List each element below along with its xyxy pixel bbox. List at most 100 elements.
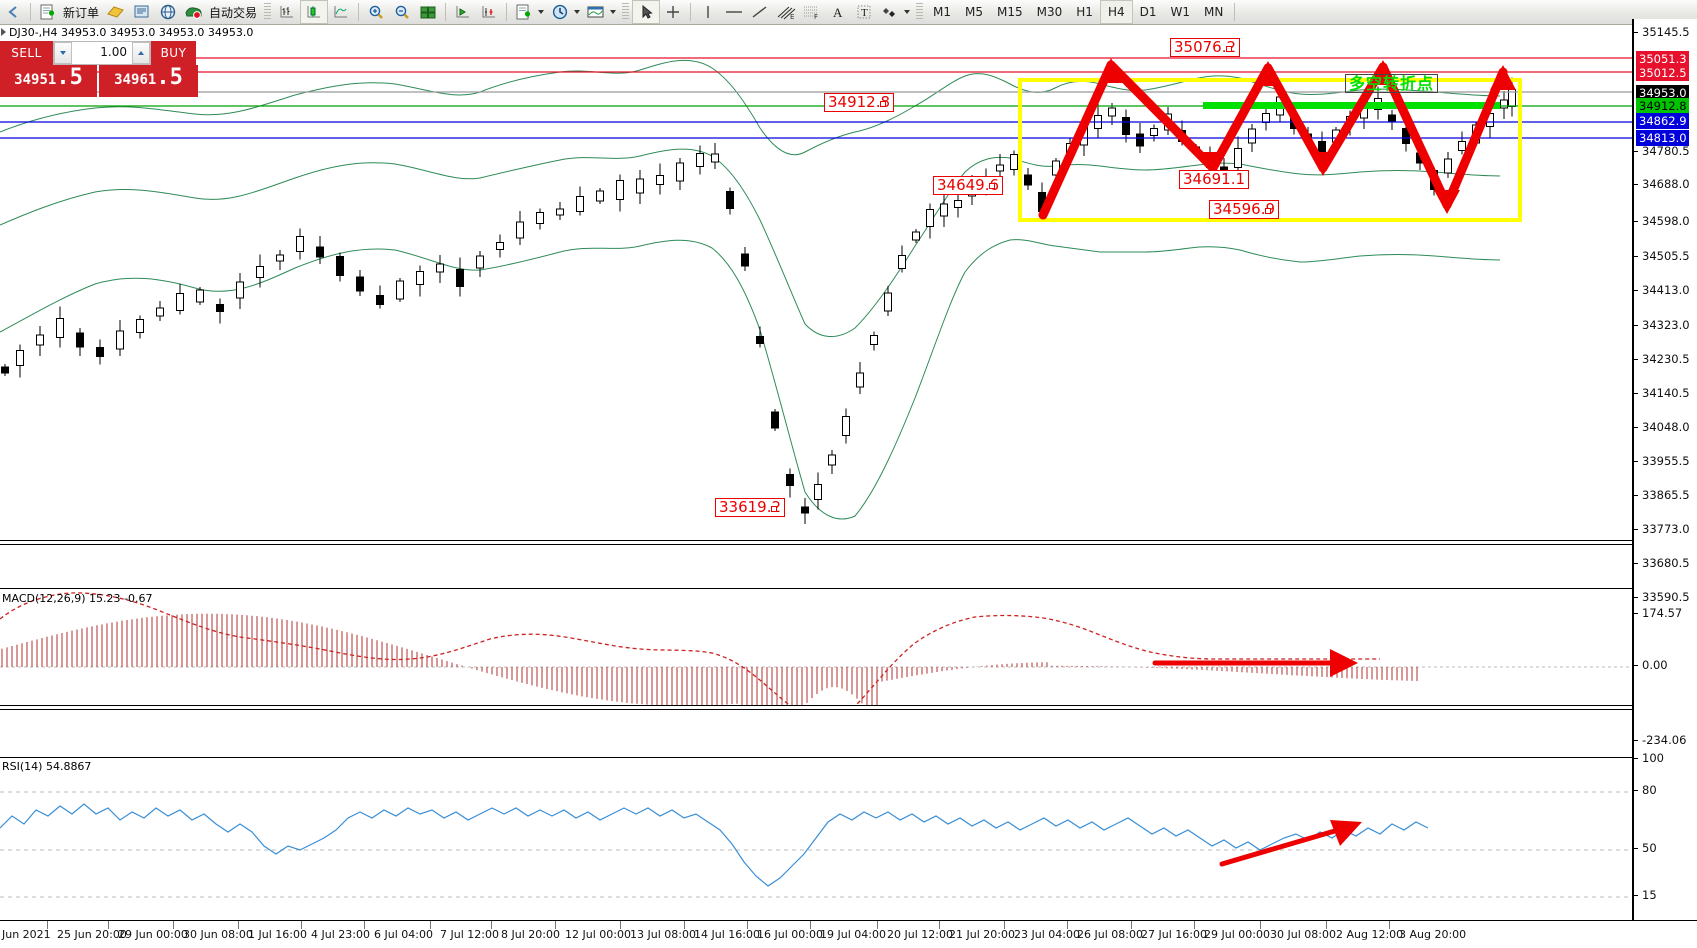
- annotation-33619[interactable]: 33619.2: [715, 498, 786, 517]
- price-tick-label: 33865.5: [1642, 488, 1690, 502]
- annotation-35076[interactable]: 35076.2: [1170, 38, 1241, 57]
- rsi-pane[interactable]: [0, 757, 1632, 922]
- price-tick-label: 34230.5: [1642, 352, 1690, 366]
- timeframe-m1[interactable]: M1: [933, 5, 952, 19]
- time-axis[interactable]: Jun 2021 25 Jun 20:00 29 Jun 00:00 30 Jun 0…: [0, 920, 1697, 948]
- price-level-label-blue[interactable]: 34813.0: [1636, 130, 1689, 146]
- print-icon[interactable]: [129, 1, 155, 23]
- time-axis-label: 2 Aug 12:00: [1336, 928, 1404, 941]
- time-axis-separator: [1004, 921, 1005, 929]
- zoom-in-icon[interactable]: [363, 1, 389, 23]
- price-tick-label: 80: [1642, 783, 1657, 797]
- candlestick-chart-icon[interactable]: [300, 0, 329, 24]
- trend-line-icon[interactable]: [747, 1, 773, 23]
- chevron-down-icon[interactable]: [574, 10, 581, 14]
- timeframe-h4[interactable]: H4: [1099, 0, 1133, 24]
- back-icon[interactable]: [0, 1, 26, 23]
- period-icon[interactable]: [547, 1, 573, 23]
- price-axis[interactable]: 35145.5 34780.5 34688.0 34598.0 34505.5 34413…: [1632, 19, 1697, 920]
- timeframe-m30[interactable]: M30: [1036, 5, 1063, 19]
- toolbar-grip[interactable]: [622, 3, 630, 21]
- time-axis-separator: [1326, 921, 1327, 929]
- rsi-indicator-label: RSI(14) 54.8867: [2, 760, 92, 773]
- text-label-icon[interactable]: T: [851, 1, 877, 23]
- time-axis-label: 14 Jul 16:00: [694, 928, 760, 941]
- sell-button[interactable]: SELL: [0, 41, 53, 65]
- time-axis-label: 7 Jul 12:00: [440, 928, 499, 941]
- chevron-down-icon[interactable]: [610, 10, 617, 14]
- globe-icon[interactable]: [155, 1, 181, 23]
- price-tick-mark: [1634, 790, 1638, 791]
- pane-divider-1[interactable]: [0, 540, 1632, 545]
- price-tick-label: 34505.5: [1642, 249, 1690, 263]
- volume-input[interactable]: 1.00: [100, 45, 127, 59]
- buy-price[interactable]: 34961 .5: [99, 65, 198, 97]
- annotation-34691[interactable]: 34691.1: [1179, 170, 1250, 189]
- annotation-34912[interactable]: 34912.8: [824, 93, 895, 112]
- volume-increase-button[interactable]: [132, 42, 150, 64]
- annotation-turning-point[interactable]: 多空转折点: [1345, 74, 1439, 93]
- tile-windows-icon[interactable]: [415, 1, 441, 23]
- collapse-icon[interactable]: [1, 28, 6, 36]
- volume-stepper[interactable]: 1.00: [53, 41, 151, 65]
- timeframe-d1[interactable]: D1: [1139, 5, 1157, 19]
- annotation-anchor: [989, 183, 995, 189]
- toolbar-grip[interactable]: [916, 3, 924, 21]
- buy-button[interactable]: BUY: [151, 41, 196, 65]
- vertical-line-icon[interactable]: [695, 1, 721, 23]
- timeframe-h1[interactable]: H1: [1076, 5, 1093, 19]
- time-axis-label: 23 Jul 04:00: [1014, 928, 1080, 941]
- price-level-label-red[interactable]: 35051.3: [1636, 51, 1689, 67]
- main-chart-pane[interactable]: [0, 40, 1632, 541]
- price-level-label-green[interactable]: 34912.8: [1636, 98, 1689, 114]
- new-order-label[interactable]: 新订单: [63, 5, 100, 20]
- annotation-34649[interactable]: 34649.6: [933, 176, 1004, 195]
- price-tick-label: 34323.0: [1642, 318, 1690, 332]
- template-icon[interactable]: [511, 1, 537, 23]
- auto-scroll-icon[interactable]: [476, 1, 502, 23]
- timeframe-m15[interactable]: M15: [997, 5, 1023, 19]
- time-axis-separator: [1194, 921, 1195, 929]
- line-chart-icon[interactable]: [328, 1, 354, 23]
- sell-price[interactable]: 34951 .5: [0, 65, 98, 97]
- time-axis-separator: [620, 921, 621, 929]
- chevron-down-icon[interactable]: [538, 10, 545, 14]
- new-order-icon[interactable]: [35, 1, 61, 23]
- timeframe-mn[interactable]: MN: [1204, 5, 1224, 19]
- cursor-icon[interactable]: [632, 0, 661, 24]
- shapes-icon[interactable]: [877, 1, 903, 23]
- indicator-icon[interactable]: [583, 1, 609, 23]
- snapshot-icon[interactable]: [103, 1, 129, 23]
- fibonacci-icon[interactable]: F: [799, 1, 825, 23]
- timeframe-m5[interactable]: M5: [965, 5, 984, 19]
- auto-trading-label[interactable]: 自动交易: [209, 5, 258, 20]
- one-click-trading-panel[interactable]: SELL 1.00 BUY 34951 .5 34961 .5: [0, 41, 198, 97]
- bar-chart-icon[interactable]: [274, 1, 300, 23]
- price-tick-label: 34140.5: [1642, 386, 1690, 400]
- price-tick-mark: [1634, 359, 1638, 360]
- autotrade-icon[interactable]: [181, 1, 207, 23]
- timeframe-w1[interactable]: W1: [1170, 5, 1191, 19]
- horizontal-line-icon[interactable]: [721, 1, 747, 23]
- equidistant-channel-icon[interactable]: E: [773, 1, 799, 23]
- time-axis-label: 16 Jul 00:00: [757, 928, 823, 941]
- price-level-label-blue[interactable]: 34862.9: [1636, 113, 1689, 129]
- price-level-label-black[interactable]: 34953.0: [1636, 85, 1689, 101]
- price-level-label-red[interactable]: 35012.5: [1636, 65, 1689, 81]
- chevron-down-icon[interactable]: [904, 10, 911, 14]
- chart-shift-icon[interactable]: [450, 1, 476, 23]
- text-icon[interactable]: A: [825, 1, 851, 23]
- price-tick-mark: [1634, 221, 1638, 222]
- crosshair-icon[interactable]: [660, 1, 686, 23]
- price-tick-mark: [1634, 32, 1638, 33]
- time-axis-label: 29 Jul 00:00: [1204, 928, 1270, 941]
- macd-pane[interactable]: [0, 588, 1632, 707]
- toolbar-grip[interactable]: [264, 3, 272, 21]
- divider: [1234, 3, 1236, 21]
- sell-price-decimal: .5: [56, 65, 83, 90]
- time-axis-label: 1 Jul 16:00: [248, 928, 307, 941]
- pane-divider-2[interactable]: [0, 705, 1632, 710]
- zoom-out-icon[interactable]: [389, 1, 415, 23]
- annotation-34596[interactable]: 34596.9: [1209, 200, 1280, 219]
- volume-decrease-button[interactable]: [54, 42, 72, 64]
